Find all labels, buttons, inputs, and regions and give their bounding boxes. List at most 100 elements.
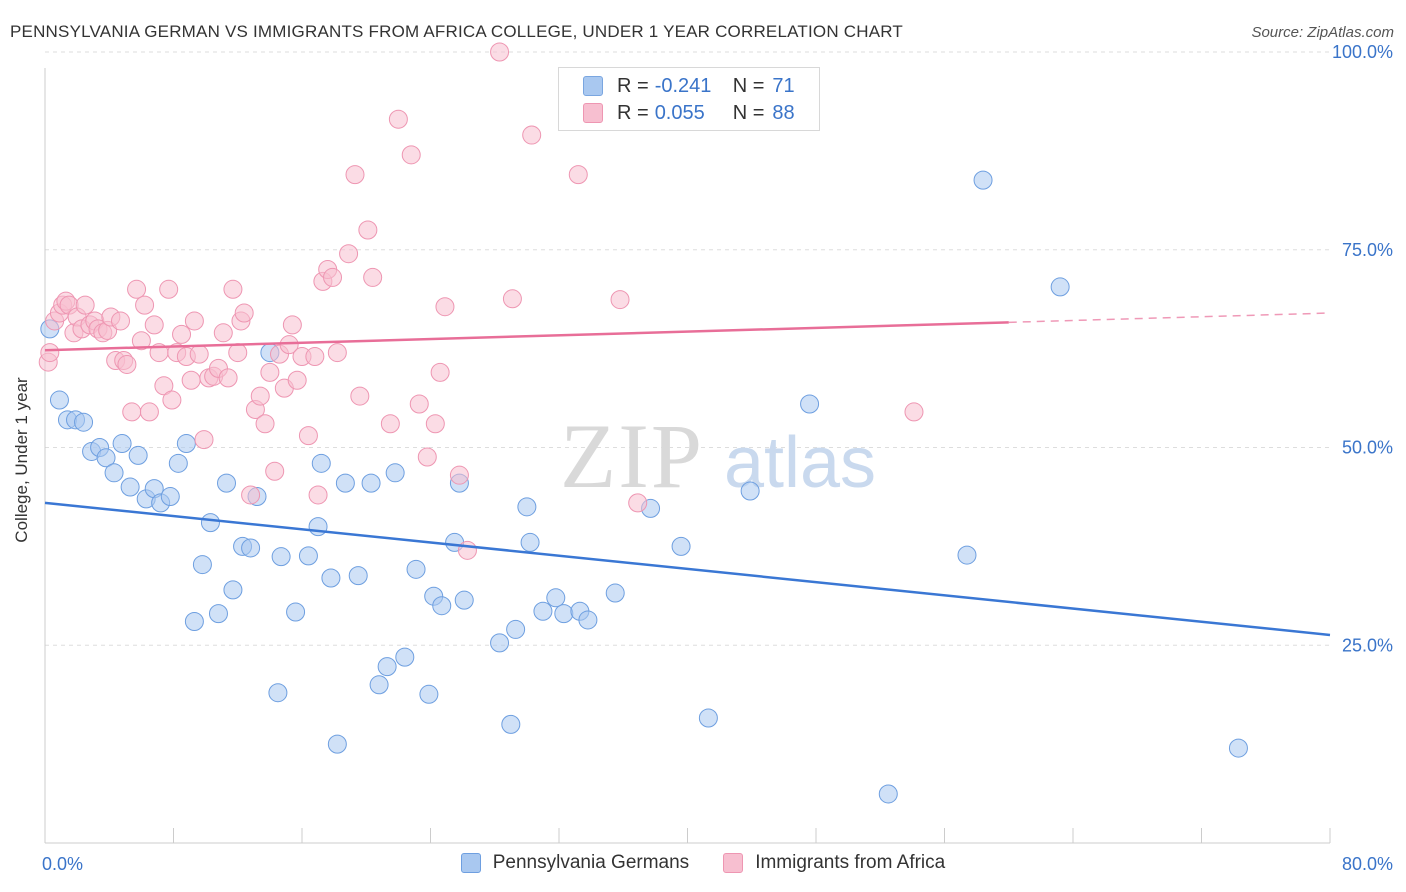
- y-tick-label: 100.0%: [1332, 42, 1393, 62]
- data-point: [75, 295, 95, 315]
- data-point: [200, 513, 220, 533]
- data-point: [168, 453, 188, 473]
- data-point: [904, 402, 924, 422]
- data-point: [409, 394, 429, 414]
- y-axis-label: College, Under 1 year: [12, 377, 31, 543]
- data-point: [449, 465, 469, 485]
- tick-labels: 100.0% 75.0% 50.0% 25.0% 0.0% 80.0%: [42, 42, 1393, 874]
- x-tick-label: 80.0%: [1342, 854, 1393, 874]
- data-point: [308, 517, 328, 537]
- data-point: [241, 538, 261, 558]
- series-1: [38, 42, 924, 560]
- legend-label: Pennsylvania Germans: [492, 852, 690, 873]
- legend-item-pennsylvania-germans[interactable]: Pennsylvania Germans: [460, 852, 690, 874]
- x-tick-label: 0.0%: [42, 854, 83, 874]
- data-point: [671, 536, 691, 556]
- data-point: [184, 612, 204, 632]
- data-point: [255, 414, 275, 434]
- data-point: [96, 448, 116, 468]
- data-point: [223, 580, 243, 600]
- data-point: [228, 343, 248, 363]
- data-point: [298, 546, 318, 566]
- series-layer: [38, 42, 1248, 804]
- data-point: [454, 590, 474, 610]
- r-label: R =: [617, 101, 649, 124]
- legend-swatch-pink: [723, 853, 744, 873]
- data-point: [311, 453, 331, 473]
- data-point: [432, 596, 452, 616]
- data-point: [628, 493, 648, 513]
- data-point: [327, 734, 347, 754]
- data-point: [122, 402, 142, 422]
- data-point: [425, 414, 445, 434]
- data-point: [350, 386, 370, 406]
- data-point: [506, 619, 526, 639]
- grid-lines: [45, 51, 1330, 646]
- chart-source: Source: ZipAtlas.com: [1251, 24, 1394, 41]
- legend-swatch-blue: [583, 76, 603, 96]
- data-point: [610, 290, 630, 310]
- data-point: [395, 647, 415, 667]
- data-point: [192, 555, 212, 575]
- data-point: [117, 354, 137, 374]
- y-tick-label: 50.0%: [1342, 438, 1393, 458]
- n-value: 88: [772, 101, 795, 124]
- data-point: [533, 601, 553, 621]
- data-point: [110, 311, 130, 331]
- data-point: [361, 473, 381, 493]
- data-point: [184, 311, 204, 331]
- data-point: [568, 165, 588, 185]
- data-point: [40, 343, 60, 363]
- legend-swatch-pink: [583, 103, 603, 123]
- stats-row-africa: R = 0.055 N = 88: [583, 100, 795, 126]
- watermark-zip: ZIP: [560, 405, 704, 507]
- data-point: [578, 610, 598, 630]
- trend-line: [44, 321, 1009, 352]
- data-point: [490, 42, 510, 62]
- data-point: [1050, 277, 1070, 297]
- n-value: 71: [772, 74, 795, 97]
- data-point: [406, 559, 426, 579]
- legend-item-immigrants-from-africa[interactable]: Immigrants from Africa: [723, 852, 945, 874]
- data-point: [698, 708, 718, 728]
- data-point: [265, 461, 285, 481]
- series-legend: Pennsylvania Germans Immigrants from Afr…: [0, 852, 1406, 874]
- data-point: [957, 545, 977, 565]
- data-point: [388, 109, 408, 129]
- data-point: [878, 784, 898, 804]
- stats-row-pennsylvania: R = -0.241 N = 71: [583, 73, 795, 99]
- data-point: [162, 390, 182, 410]
- data-point: [159, 279, 179, 299]
- data-point: [234, 303, 254, 323]
- data-point: [522, 125, 542, 145]
- r-value: 0.055: [654, 101, 705, 124]
- data-point: [176, 434, 196, 454]
- data-point: [517, 497, 537, 517]
- data-point: [377, 657, 397, 677]
- data-point: [268, 683, 288, 703]
- data-point: [217, 473, 237, 493]
- data-point: [401, 145, 421, 165]
- y-tick-label: 25.0%: [1342, 635, 1393, 655]
- data-point: [501, 714, 521, 734]
- trend-line: [44, 501, 1331, 637]
- data-point: [218, 368, 238, 388]
- data-point: [973, 170, 993, 190]
- data-point: [160, 487, 180, 507]
- data-point: [104, 463, 124, 483]
- data-point: [380, 414, 400, 434]
- data-point: [74, 412, 94, 432]
- stats-legend: R = -0.241 N = 71 R = 0.055 N = 88: [558, 67, 820, 131]
- data-point: [271, 547, 291, 567]
- data-point: [323, 267, 343, 287]
- data-point: [241, 485, 261, 505]
- data-point: [127, 279, 147, 299]
- data-point: [457, 540, 477, 560]
- data-point: [135, 295, 155, 315]
- data-point: [335, 473, 355, 493]
- n-label: N =: [732, 74, 765, 97]
- data-point: [139, 402, 159, 422]
- data-point: [194, 430, 214, 450]
- data-point: [554, 604, 574, 624]
